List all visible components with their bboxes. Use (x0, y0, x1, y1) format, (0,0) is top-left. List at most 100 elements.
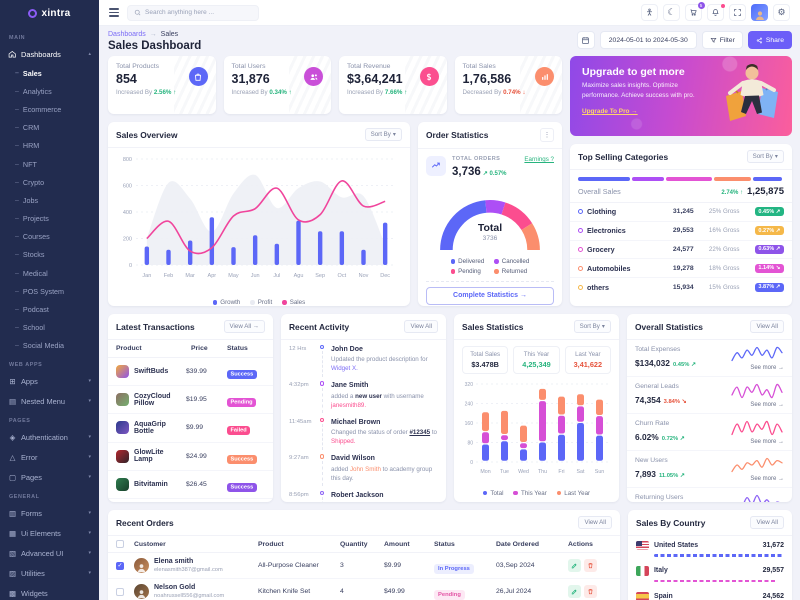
sidebar-item[interactable]: – Social Media (0, 337, 99, 355)
share-button[interactable]: Share (747, 31, 792, 49)
edit-button[interactable] (568, 559, 581, 572)
sidebar-item[interactable]: – CRM (0, 119, 99, 137)
sidebar-item[interactable]: ▦ Ui Elements ▾ (0, 523, 99, 543)
order-statistics-card: Order Statistics ⋮ TOTAL ORDERS 3,736 ↗ 0… (418, 122, 562, 306)
card-title: Sales By Country (636, 517, 706, 528)
complete-statistics-button[interactable]: Complete Statistics → (426, 286, 554, 305)
svg-text:Sep: Sep (315, 273, 325, 279)
delete-button[interactable] (584, 559, 597, 572)
sidebar-item[interactable]: – Sales (0, 64, 99, 82)
sidebar-item[interactable]: – POS System (0, 282, 99, 300)
hamburger-menu-icon[interactable] (109, 8, 119, 17)
delete-button[interactable] (584, 585, 597, 598)
sidebar-item[interactable]: – Medical (0, 264, 99, 282)
dash-icon: – (15, 87, 19, 95)
filter-button[interactable]: Filter (701, 31, 743, 49)
breadcrumb-parent[interactable]: Dashboards (108, 31, 146, 38)
category-row[interactable]: Clothing 31,245 25% Gross 0.45% ↗ (570, 203, 792, 222)
legend-item: Growth (212, 299, 240, 306)
view-all-button[interactable]: View All (578, 516, 612, 529)
user-avatar[interactable] (751, 4, 768, 21)
transaction-row[interactable]: CozyCloud Pillow $19.95 Pending (108, 386, 273, 415)
overall-sales-change: 2.74% ↑ (721, 190, 744, 196)
date-range-picker[interactable]: 2024-05-01 to 2024-05-30 (599, 31, 697, 49)
sidebar-item[interactable]: △ Error ▾ (0, 447, 99, 467)
transaction-row[interactable]: GlowLite Lamp $24.99 Success (108, 443, 273, 471)
search-box[interactable] (127, 4, 259, 21)
trend-arrow-icon: ↑ (173, 89, 177, 96)
sidebar-item[interactable]: ▧ Advanced UI ▾ (0, 543, 99, 563)
dash-icon: – (15, 215, 19, 223)
country-list: United States 31,672 Italy (628, 536, 792, 600)
trend-arrow-icon: ↑ (288, 89, 292, 96)
product-thumbnail (116, 393, 129, 407)
calendar-button[interactable] (576, 31, 595, 49)
accessibility-language-button[interactable] (641, 4, 658, 21)
transaction-row[interactable]: AquaGrip Bottle $9.99 Failed (108, 414, 273, 443)
sidebar-item[interactable]: – HRM (0, 137, 99, 155)
category-row[interactable]: Grocery 24,577 22% Gross 0.63% ↗ (570, 241, 792, 260)
sidebar-section-main: MAIN (9, 35, 26, 41)
pencil-icon (571, 589, 577, 595)
sidebar-item[interactable]: ▨ Utilities ▾ (0, 563, 99, 583)
upgrade-cta-link[interactable]: Upgrade To Pro → (582, 108, 638, 116)
category-row[interactable]: Automobiles 19,278 18% Gross 1.14% ↘ (570, 259, 792, 279)
see-more-link[interactable]: See more → (750, 439, 784, 445)
sidebar-item[interactable]: – Jobs (0, 191, 99, 209)
sidebar-item[interactable]: – Ecommerce (0, 100, 99, 118)
sort-by-button[interactable]: Sort By ▾ (364, 128, 402, 141)
pencil-icon (571, 563, 577, 569)
sidebar-item-label: Error (21, 452, 38, 462)
transaction-row[interactable]: Bitvitamin $26.45 Success (108, 471, 273, 499)
notification-dot (720, 3, 725, 8)
category-dot-icon (578, 209, 583, 215)
transaction-row[interactable]: FitTrack $49.95 Success (108, 499, 273, 502)
view-all-button[interactable]: View All (750, 516, 784, 529)
see-more-link[interactable]: See more → (750, 365, 784, 371)
sidebar-item-dashboards[interactable]: Dashboards ▴ (0, 44, 99, 64)
card-menu-button[interactable]: ⋮ (540, 128, 554, 142)
earnings-link[interactable]: Earnings ? (524, 156, 554, 163)
view-all-button[interactable]: View All (750, 320, 784, 333)
accessibility-icon (647, 8, 652, 16)
edit-button[interactable] (568, 585, 581, 598)
category-row[interactable]: Electronics 29,553 16% Gross 0.27% ↗ (570, 222, 792, 241)
transaction-row[interactable]: SwiftBuds $39.99 Success (108, 358, 273, 387)
legend-item: Pending (450, 268, 485, 275)
sidebar-item[interactable]: ⊞ Apps ▾ (0, 371, 99, 391)
sidebar-item[interactable]: – Projects (0, 210, 99, 228)
sidebar-item[interactable]: – NFT (0, 155, 99, 173)
sidebar-item[interactable]: – Courses (0, 228, 99, 246)
sidebar-item[interactable]: ▤ Nested Menu ▾ (0, 391, 99, 411)
search-input[interactable] (145, 9, 252, 16)
sidebar-item[interactable]: – Stocks (0, 246, 99, 264)
view-all-button[interactable]: View All (404, 320, 438, 333)
settings-button[interactable]: ⚙ (773, 4, 790, 21)
sort-by-button[interactable]: Sort By ▾ (746, 150, 784, 163)
sidebar-item[interactable]: – School (0, 319, 99, 337)
dark-mode-button[interactable]: ☾ (663, 4, 680, 21)
legend-dot (282, 300, 287, 305)
sales-stat-boxes: Total Sales $3.478B This Year 4,25,349 L… (454, 340, 619, 378)
sidebar-item[interactable]: ▢ Pages ▾ (0, 467, 99, 487)
notifications-button[interactable] (707, 3, 725, 21)
chevron-down-icon: ▾ (88, 570, 91, 576)
select-all-checkbox[interactable] (116, 540, 124, 548)
see-more-link[interactable]: See more → (750, 402, 784, 408)
view-all-button[interactable]: View All → (223, 320, 265, 333)
row-checkbox[interactable] (116, 587, 124, 596)
category-row[interactable]: others 15,934 15% Gross 3.87% ↗ (570, 278, 792, 296)
sort-by-button[interactable]: Sort By ▾ (573, 320, 611, 333)
sidebar-item[interactable]: ▩ Widgets (0, 583, 99, 600)
sidebar-item[interactable]: – Crypto (0, 173, 99, 191)
legend-item: Returned (494, 268, 529, 275)
fullscreen-button[interactable] (729, 4, 746, 21)
row-checkbox[interactable]: ✓ (116, 561, 124, 570)
see-more-link[interactable]: See more → (750, 476, 784, 482)
cart-button[interactable]: 5 (685, 2, 705, 21)
sidebar-item[interactable]: ▥ Forms ▾ (0, 503, 99, 523)
sidebar-item[interactable]: ◈ Authentication ▾ (0, 427, 99, 447)
sidebar-item[interactable]: – Podcast (0, 300, 99, 318)
sidebar-item[interactable]: – Analytics (0, 82, 99, 100)
app-logo[interactable]: xintra (0, 0, 99, 26)
